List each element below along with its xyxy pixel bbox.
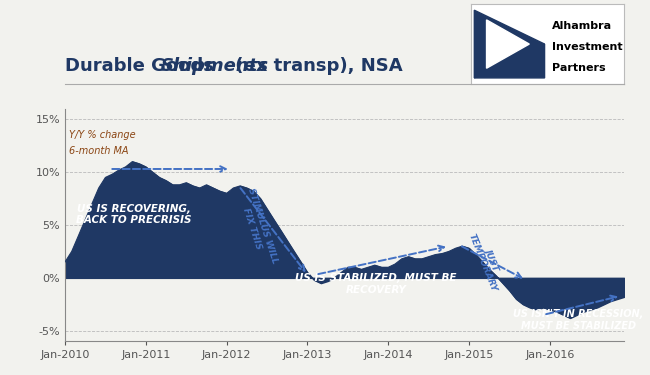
Text: US IS STABILIZED, MUST BE
RECOVERY: US IS STABILIZED, MUST BE RECOVERY — [295, 273, 457, 295]
Text: STIMULUS WILL
FIX THIS: STIMULUS WILL FIX THIS — [236, 186, 279, 268]
Text: US IS RECOVERING,
BACK TO PRECRISIS: US IS RECOVERING, BACK TO PRECRISIS — [76, 204, 192, 225]
Polygon shape — [486, 20, 529, 68]
Text: Shipments: Shipments — [161, 57, 269, 75]
Text: 6-month MA: 6-month MA — [69, 146, 129, 156]
Text: Alhambra: Alhambra — [552, 21, 612, 32]
Text: (ex transp), NSA: (ex transp), NSA — [229, 57, 403, 75]
Text: JUST
TEMPORARY: JUST TEMPORARY — [466, 229, 508, 293]
Polygon shape — [474, 10, 545, 78]
Text: Investment: Investment — [552, 42, 623, 52]
Polygon shape — [474, 44, 545, 78]
Text: Partners: Partners — [552, 63, 606, 73]
Text: Y/Y % change: Y/Y % change — [69, 130, 136, 140]
Text: US ISN'T IN RECESSION,
MUST BE STABILIZED: US ISN'T IN RECESSION, MUST BE STABILIZE… — [513, 309, 644, 331]
Text: Durable Goods: Durable Goods — [65, 57, 220, 75]
